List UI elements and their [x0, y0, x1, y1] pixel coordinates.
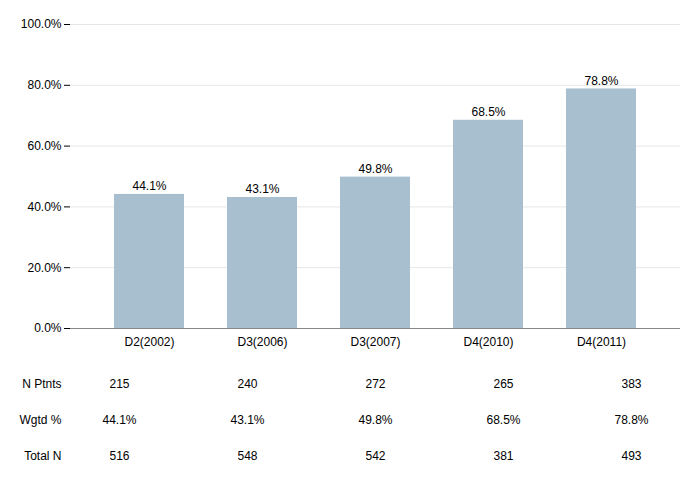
svg-text:240: 240 — [237, 377, 257, 391]
svg-text:80.0%: 80.0% — [27, 78, 61, 92]
svg-text:D2(2002): D2(2002) — [124, 335, 174, 349]
svg-text:68.5%: 68.5% — [471, 105, 505, 119]
svg-text:44.1%: 44.1% — [102, 413, 136, 427]
svg-text:Total N: Total N — [24, 449, 61, 463]
svg-text:43.1%: 43.1% — [230, 413, 264, 427]
svg-text:60.0%: 60.0% — [27, 139, 61, 153]
svg-text:78.8%: 78.8% — [614, 413, 648, 427]
svg-text:542: 542 — [365, 449, 385, 463]
svg-text:43.1%: 43.1% — [245, 182, 279, 196]
svg-text:D4(2010): D4(2010) — [463, 335, 513, 349]
svg-text:Wgtd %: Wgtd % — [19, 413, 61, 427]
svg-text:516: 516 — [109, 449, 129, 463]
svg-text:D3(2007): D3(2007) — [350, 335, 400, 349]
svg-text:383: 383 — [621, 377, 641, 391]
svg-text:D4(2011): D4(2011) — [577, 335, 626, 349]
svg-text:78.8%: 78.8% — [584, 74, 618, 88]
svg-text:215: 215 — [109, 377, 129, 391]
svg-text:49.8%: 49.8% — [358, 413, 392, 427]
svg-text:20.0%: 20.0% — [27, 261, 61, 275]
svg-text:68.5%: 68.5% — [486, 413, 520, 427]
svg-text:548: 548 — [237, 449, 257, 463]
svg-text:49.8%: 49.8% — [358, 162, 392, 176]
svg-text:100.0%: 100.0% — [21, 17, 62, 31]
svg-text:493: 493 — [621, 449, 641, 463]
svg-text:265: 265 — [493, 377, 513, 391]
svg-text:40.0%: 40.0% — [27, 200, 61, 214]
svg-text:272: 272 — [365, 377, 385, 391]
svg-text:0.0%: 0.0% — [34, 321, 62, 335]
svg-text:D3(2006): D3(2006) — [237, 335, 287, 349]
svg-text:N Ptnts: N Ptnts — [22, 377, 61, 391]
svg-text:44.1%: 44.1% — [132, 179, 166, 193]
svg-text:381: 381 — [493, 449, 513, 463]
